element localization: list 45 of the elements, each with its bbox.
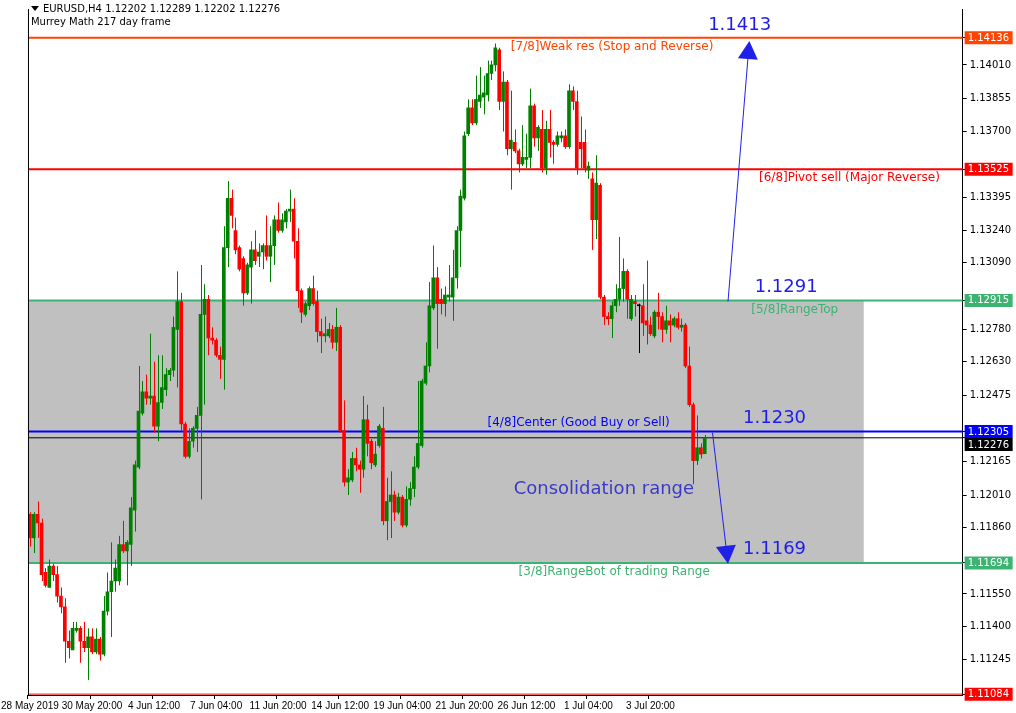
y-tick-label: 1.13395 (969, 190, 1012, 202)
ref-line-label: [6/8]Pivot sell (Major Reverse) (759, 170, 940, 185)
text: Murrey Math 217 day frame (30, 15, 172, 28)
x-tick-label: 30 May 20:00 (61, 699, 123, 711)
y-tick-label: 1.11694 (967, 557, 1010, 569)
y-tick-label: 1.12630 (969, 355, 1012, 367)
y-tick-label: 1.14136 (967, 31, 1010, 43)
annotation: 1.1413 (708, 12, 772, 34)
y-tick-label: 1.13855 (969, 91, 1012, 103)
x-tick-label: 14 Jun 12:00 (311, 699, 370, 711)
y-tick-label: 1.13525 (967, 163, 1010, 175)
ref-line-label: [4/8]Center (Good Buy or Sell) (487, 414, 670, 429)
y-tick-label: 1.12915 (967, 294, 1010, 306)
x-tick-label: 7 Jun 04:00 (189, 699, 243, 711)
y-tick-label: 1.12780 (969, 323, 1012, 335)
y-tick-label: 1.11245 (969, 653, 1012, 665)
y-tick-label: 1.12010 (969, 488, 1012, 500)
y-tick-label: 1.12276 (967, 438, 1010, 450)
annotation: 1.1230 (743, 406, 807, 428)
ref-line-label: [5/8]RangeTop (751, 301, 839, 316)
y-tick-label: 1.13090 (969, 256, 1012, 268)
x-tick-label: 4 Jun 12:00 (127, 699, 181, 711)
y-tick-label: 1.14010 (969, 58, 1012, 70)
y-tick-label: 1.11860 (969, 520, 1012, 532)
x-tick-label: 28 May 2019 (1, 699, 60, 711)
x-tick-label: 11 Jun 20:00 (249, 699, 308, 711)
x-tick-label: 21 Jun 20:00 (435, 699, 494, 711)
x-tick-label: 19 Jun 04:00 (373, 699, 432, 711)
y-tick-label: 1.11550 (969, 587, 1012, 599)
y-tick-label: 1.13240 (969, 224, 1012, 236)
x-tick-label: 1 Jul 04:00 (563, 699, 614, 711)
annotation: 1.1169 (743, 537, 807, 559)
chart-title: EURUSD,H4 1.12202 1.12289 1.12202 1.12276 (42, 2, 281, 15)
ref-line-label: [7/8]Weak res (Stop and Reverse) (510, 38, 714, 53)
band-label: Consolidation range (513, 477, 695, 499)
y-tick-label: 1.12305 (967, 425, 1010, 437)
y-tick-label: 1.13700 (969, 125, 1012, 137)
annotation: 1.1291 (754, 275, 818, 297)
ref-line-label: [3/8]RangeBot of trading Range (518, 564, 710, 579)
y-tick-label: 1.12475 (969, 388, 1012, 400)
y-tick-label: 1.11084 (967, 688, 1010, 700)
y-tick-label: 1.12165 (969, 455, 1012, 467)
y-tick-label: 1.11400 (969, 619, 1012, 631)
x-tick-label: 26 Jun 12:00 (497, 699, 556, 711)
x-tick-label: 3 Jul 20:00 (625, 699, 676, 711)
